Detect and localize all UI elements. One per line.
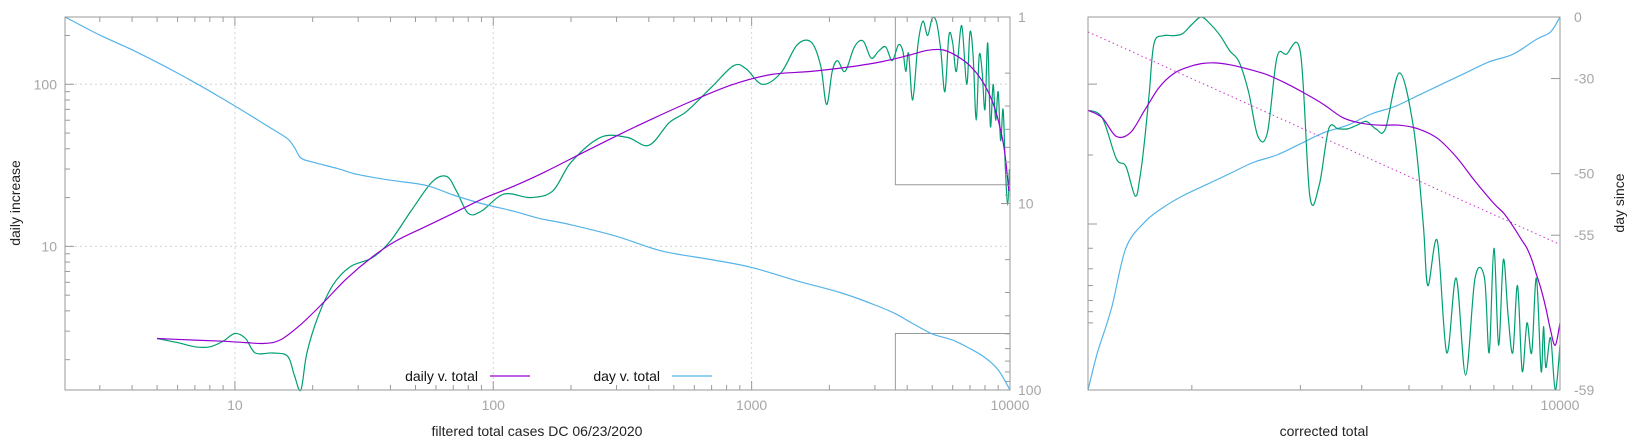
left-x-tick-label: 100 xyxy=(482,397,506,413)
left-x-axis-label: filtered total cases DC 06/23/2020 xyxy=(432,423,643,439)
left-y-axis-label: daily increase xyxy=(7,160,23,246)
right-y2-tick-label: -30 xyxy=(1574,71,1594,87)
legend-label-day: day v. total xyxy=(593,368,660,384)
right-panel-series xyxy=(1087,16,1561,391)
left-panel-ticks: 10 100 1000 10000 10 100 1 10 100 xyxy=(34,9,1042,413)
legend-label-daily: daily v. total xyxy=(405,368,478,384)
left-panel-series xyxy=(64,16,1011,392)
right-series-raw-daily xyxy=(1087,16,1561,391)
left-panel-grid xyxy=(65,17,1010,390)
left-x-tick-label: 10 xyxy=(227,397,243,413)
right-panel-frame xyxy=(1087,16,1561,391)
right-x-tick-label: 10000 xyxy=(1541,397,1580,413)
right-y2-tick-label: -59 xyxy=(1574,382,1594,398)
right-series-daily-smooth xyxy=(1087,62,1561,346)
left-y2-tick-label: 1 xyxy=(1018,9,1026,25)
right-x-axis-label: corrected total xyxy=(1280,423,1369,439)
right-y2-tick-label: -55 xyxy=(1574,227,1594,243)
left-x-tick-label: 1000 xyxy=(736,397,767,413)
right-series-day-since xyxy=(1087,16,1561,391)
right-y2-axis-label: day since xyxy=(1611,173,1627,232)
inset-box xyxy=(894,333,1011,391)
left-y-tick-label: 100 xyxy=(34,76,58,92)
left-y2-tick-label: 100 xyxy=(1018,382,1042,398)
left-y2-tick-label: 10 xyxy=(1018,196,1034,212)
left-panel-inset-boxes xyxy=(894,16,1011,391)
right-y2-tick-label: -50 xyxy=(1574,166,1594,182)
left-y-tick-label: 10 xyxy=(41,238,57,254)
right-y2-tick-label: 0 xyxy=(1574,9,1582,25)
right-series-fit-line xyxy=(1087,31,1561,245)
legend: daily v. total day v. total xyxy=(405,368,712,384)
left-series-raw-daily xyxy=(156,16,1010,392)
left-panel-frame xyxy=(64,16,1011,391)
left-series-day-v-total xyxy=(64,16,1011,391)
left-series-daily-v-total xyxy=(157,48,1010,345)
left-x-tick-label: 10000 xyxy=(991,397,1030,413)
